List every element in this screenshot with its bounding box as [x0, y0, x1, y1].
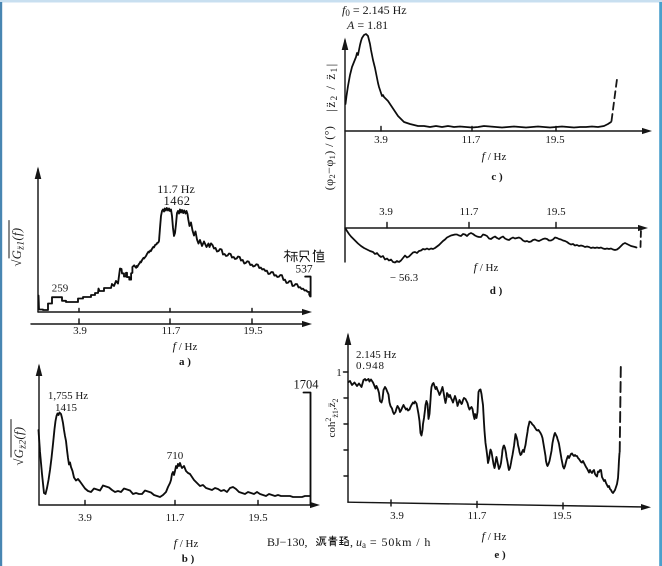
svg-text:3.9: 3.9 — [78, 512, 92, 524]
svg-text:0.948: 0.948 — [356, 360, 385, 372]
svg-text:√Gz̈1(f): √Gz̈1(f) — [10, 228, 27, 267]
svg-text:11.7 Hz: 11.7 Hz — [157, 182, 195, 196]
svg-text:2.145 Hz: 2.145 Hz — [356, 349, 396, 361]
svg-text:3.9: 3.9 — [379, 206, 393, 218]
svg-text:3.9: 3.9 — [374, 134, 388, 146]
svg-text:1415: 1415 — [55, 402, 78, 414]
svg-text:19.5: 19.5 — [248, 512, 268, 524]
svg-text:19.5: 19.5 — [552, 510, 572, 522]
svg-text:e ): e ) — [494, 549, 506, 561]
svg-text:A = 1.81: A = 1.81 — [346, 18, 388, 32]
svg-text:11.7: 11.7 — [468, 510, 487, 522]
svg-text:a ): a ) — [179, 356, 191, 368]
svg-text:BJ−130,: BJ−130, — [267, 535, 307, 549]
svg-text:d ): d ) — [490, 285, 503, 297]
svg-text:(φ2−φ1) / (°): (φ2−φ1) / (°) — [322, 126, 337, 190]
svg-text:11.7: 11.7 — [460, 206, 479, 218]
svg-text:coh2z̈1,z̈2: coh2z̈1,z̈2 — [324, 398, 340, 437]
svg-text:3.9: 3.9 — [390, 510, 404, 522]
svg-text:c ): c ) — [491, 171, 503, 183]
svg-text:3.9: 3.9 — [73, 325, 87, 337]
svg-text:f / Hz: f / Hz — [482, 529, 507, 543]
svg-text:1462: 1462 — [164, 194, 191, 208]
svg-text:710: 710 — [167, 450, 184, 462]
svg-text:f / Hz: f / Hz — [173, 339, 198, 353]
svg-text:259: 259 — [52, 283, 69, 295]
svg-text:f / Hz: f / Hz — [174, 536, 199, 550]
svg-text:f / Hz: f / Hz — [474, 260, 499, 274]
svg-text:19.5: 19.5 — [243, 325, 263, 337]
svg-text:19.5: 19.5 — [545, 134, 565, 146]
svg-text:1: 1 — [336, 367, 342, 379]
svg-text:537: 537 — [295, 264, 313, 276]
svg-text:, ua = 50km / h: , ua = 50km / h — [350, 535, 431, 550]
svg-text:1704: 1704 — [294, 378, 320, 392]
svg-text:− 56.3: − 56.3 — [390, 272, 419, 284]
svg-text:b ): b ) — [182, 553, 195, 565]
svg-text:11.7: 11.7 — [462, 134, 481, 146]
svg-text:f / Hz: f / Hz — [482, 149, 507, 163]
svg-text:19.5: 19.5 — [546, 206, 566, 218]
svg-text:11.7: 11.7 — [166, 512, 185, 524]
svg-text:1,755 Hz: 1,755 Hz — [48, 390, 88, 402]
svg-text:11.7: 11.7 — [162, 325, 181, 337]
svg-text:f0 = 2.145 Hz: f0 = 2.145 Hz — [342, 3, 407, 18]
svg-text:√Gz̈2(f): √Gz̈2(f) — [12, 427, 29, 466]
